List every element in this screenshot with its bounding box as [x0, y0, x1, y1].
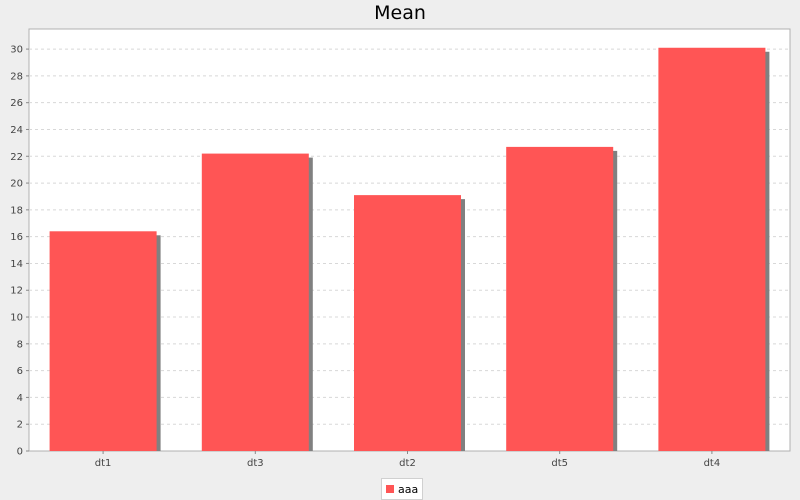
y-tick-label: 18 — [10, 205, 23, 216]
y-tick-label: 24 — [10, 125, 23, 136]
y-tick-label: 16 — [10, 232, 23, 243]
y-tick-label: 26 — [10, 98, 23, 109]
legend-label: aaa — [398, 482, 419, 496]
y-tick-label: 2 — [17, 420, 23, 431]
bar-dt2 — [354, 195, 461, 451]
y-tick-label: 8 — [17, 339, 23, 350]
legend: aaa — [381, 478, 424, 500]
chart-title: Mean — [374, 2, 426, 24]
x-tick-label: dt3 — [247, 458, 264, 469]
y-tick-label: 20 — [10, 179, 23, 190]
bar-dt3 — [201, 153, 309, 452]
y-tick-label: 14 — [10, 259, 23, 270]
y-tick-label: 6 — [17, 366, 23, 377]
x-tick-label: dt1 — [95, 458, 112, 469]
y-tick-label: 22 — [10, 152, 23, 163]
x-tick-label: dt5 — [551, 458, 568, 469]
y-tick-label: 4 — [17, 393, 23, 404]
y-tick-label: 12 — [10, 286, 23, 297]
bar-dt1 — [49, 231, 157, 451]
x-tick-label: dt2 — [399, 458, 416, 469]
bar-dt4 — [658, 47, 766, 451]
y-tick-label: 28 — [10, 71, 23, 82]
y-tick-label: 0 — [17, 447, 23, 458]
bar-dt5 — [506, 146, 614, 451]
legend-swatch — [386, 485, 394, 493]
y-tick-label: 10 — [10, 313, 23, 324]
y-tick-label: 30 — [10, 45, 23, 56]
x-tick-label: dt4 — [704, 458, 721, 469]
